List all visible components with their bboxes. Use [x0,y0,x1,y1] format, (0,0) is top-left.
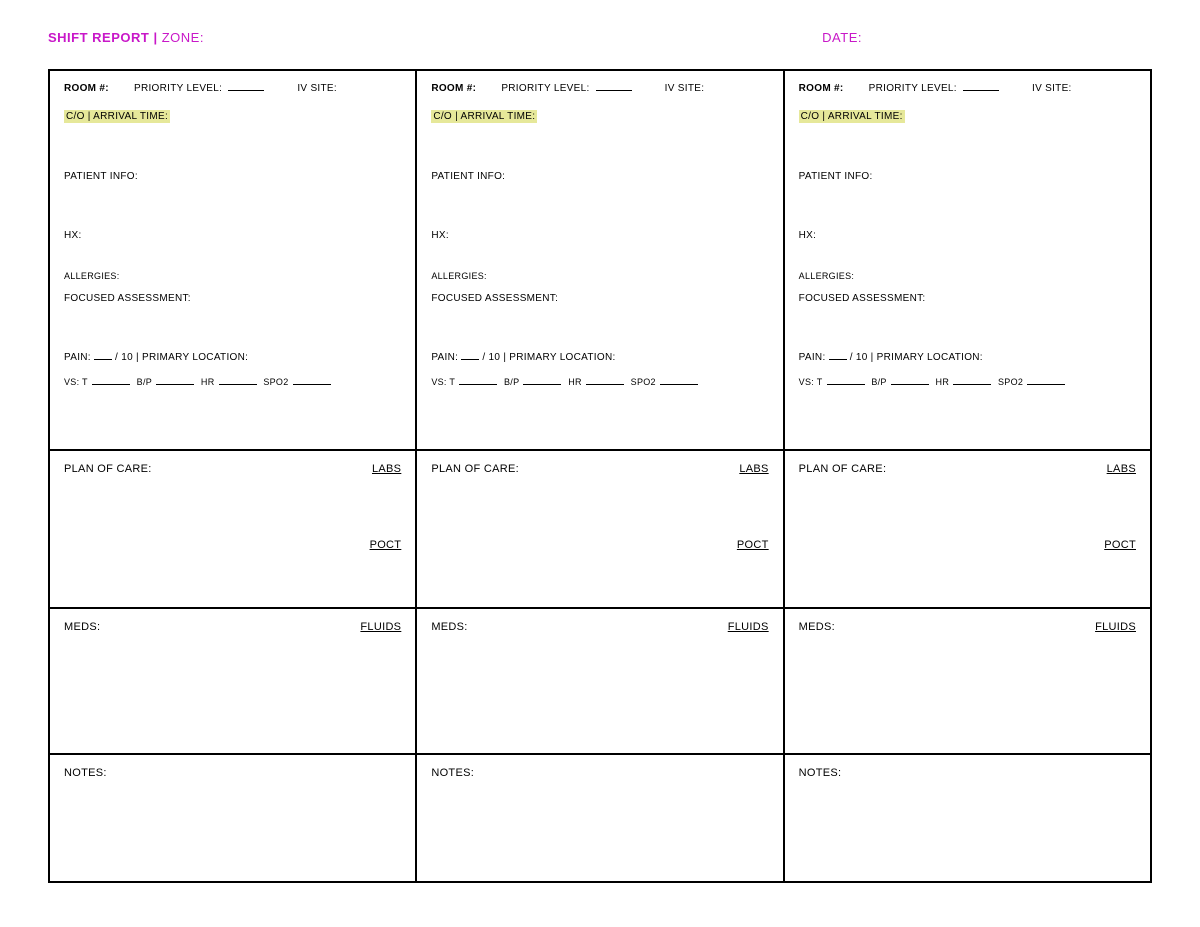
patient-column-3: ROOM #: PRIORITY LEVEL: IV SITE: C/O | A… [783,71,1150,881]
top-cell: ROOM #: PRIORITY LEVEL: IV SITE: C/O | A… [785,71,1150,449]
poct-label: POCT [370,539,402,551]
meds-cell: MEDS: FLUIDS [785,607,1150,753]
notes-cell: NOTES: [50,753,415,881]
room-row: ROOM #: PRIORITY LEVEL: IV SITE: [64,83,401,94]
iv-label: IV SITE: [297,83,337,94]
hx-label: HX: [799,230,1136,241]
fluids-label: FLUIDS [360,621,401,633]
patient-column-2: ROOM #: PRIORITY LEVEL: IV SITE: C/O | A… [415,71,782,881]
arrival-label: C/O | ARRIVAL TIME: [64,110,170,123]
date-label: DATE: [822,30,1152,45]
vs-hr-blank [219,384,257,385]
patient-info-label: PATIENT INFO: [799,171,1136,182]
plan-label: PLAN OF CARE: [799,463,887,475]
plan-row: PLAN OF CARE: LABS [431,463,768,475]
labs-label: LABS [1107,463,1136,475]
plan-label: PLAN OF CARE: [431,463,519,475]
priority-label: PRIORITY LEVEL: [501,83,589,94]
meds-cell: MEDS: FLUIDS [50,607,415,753]
arrival-label: C/O | ARRIVAL TIME: [799,110,905,123]
allergies-label: ALLERGIES: [64,271,401,281]
notes-label: NOTES: [431,767,474,779]
priority-blank [963,90,999,91]
vs-spo2-blank [660,384,698,385]
notes-label: NOTES: [64,767,107,779]
vs-t-blank [459,384,497,385]
priority-label: PRIORITY LEVEL: [869,83,957,94]
vs-hr-blank [953,384,991,385]
pain-blank [461,359,479,360]
priority-blank [228,90,264,91]
pain-label: PAIN: / 10 | PRIMARY LOCATION: [431,352,768,363]
focused-label: FOCUSED ASSESSMENT: [431,293,768,304]
meds-cell: MEDS: FLUIDS [417,607,782,753]
vs-spo2-blank [293,384,331,385]
vs-bp-blank [523,384,561,385]
meds-label: MEDS: [64,621,100,633]
pain-blank [94,359,112,360]
iv-label: IV SITE: [1032,83,1072,94]
patient-info-label: PATIENT INFO: [64,171,401,182]
meds-label: MEDS: [431,621,467,633]
iv-label: IV SITE: [665,83,705,94]
meds-label: MEDS: [799,621,835,633]
plan-row: PLAN OF CARE: LABS [64,463,401,475]
focused-label: FOCUSED ASSESSMENT: [64,293,401,304]
report-grid: ROOM #: PRIORITY LEVEL: IV SITE: C/O | A… [48,69,1152,883]
room-row: ROOM #: PRIORITY LEVEL: IV SITE: [799,83,1136,94]
plan-cell: PLAN OF CARE: LABS POCT [417,449,782,607]
pain-label: PAIN: / 10 | PRIMARY LOCATION: [64,352,401,363]
allergies-label: ALLERGIES: [431,271,768,281]
vs-spo2-blank [1027,384,1065,385]
vs-label: VS: T B/P HR SPO2 [799,377,1136,387]
hx-label: HX: [64,230,401,241]
patient-column-1: ROOM #: PRIORITY LEVEL: IV SITE: C/O | A… [50,71,415,881]
vs-hr-blank [586,384,624,385]
top-cell: ROOM #: PRIORITY LEVEL: IV SITE: C/O | A… [50,71,415,449]
hx-label: HX: [431,230,768,241]
vs-bp-blank [156,384,194,385]
priority-blank [596,90,632,91]
page-header: SHIFT REPORT | ZONE: DATE: [48,30,1152,45]
patient-info-label: PATIENT INFO: [431,171,768,182]
vs-bp-blank [891,384,929,385]
room-label: ROOM #: [799,83,844,94]
vs-label: VS: T B/P HR SPO2 [431,377,768,387]
vs-label: VS: T B/P HR SPO2 [64,377,401,387]
pain-blank [829,359,847,360]
plan-row: PLAN OF CARE: LABS [799,463,1136,475]
plan-cell: PLAN OF CARE: LABS POCT [785,449,1150,607]
notes-cell: NOTES: [785,753,1150,881]
top-cell: ROOM #: PRIORITY LEVEL: IV SITE: C/O | A… [417,71,782,449]
room-row: ROOM #: PRIORITY LEVEL: IV SITE: [431,83,768,94]
room-label: ROOM #: [64,83,109,94]
separator: | [149,30,161,45]
poct-label: POCT [737,539,769,551]
notes-label: NOTES: [799,767,842,779]
fluids-label: FLUIDS [1095,621,1136,633]
pain-label: PAIN: / 10 | PRIMARY LOCATION: [799,352,1136,363]
meds-row: MEDS: FLUIDS [64,621,401,633]
meds-row: MEDS: FLUIDS [431,621,768,633]
header-left: SHIFT REPORT | ZONE: [48,30,204,45]
allergies-label: ALLERGIES: [799,271,1136,281]
poct-label: POCT [1104,539,1136,551]
focused-label: FOCUSED ASSESSMENT: [799,293,1136,304]
notes-cell: NOTES: [417,753,782,881]
labs-label: LABS [372,463,401,475]
room-label: ROOM #: [431,83,476,94]
priority-label: PRIORITY LEVEL: [134,83,222,94]
vs-t-blank [92,384,130,385]
fluids-label: FLUIDS [728,621,769,633]
arrival-label: C/O | ARRIVAL TIME: [431,110,537,123]
plan-cell: PLAN OF CARE: LABS POCT [50,449,415,607]
vs-t-blank [827,384,865,385]
title: SHIFT REPORT [48,30,149,45]
zone-label: ZONE: [162,30,204,45]
meds-row: MEDS: FLUIDS [799,621,1136,633]
labs-label: LABS [739,463,768,475]
plan-label: PLAN OF CARE: [64,463,152,475]
